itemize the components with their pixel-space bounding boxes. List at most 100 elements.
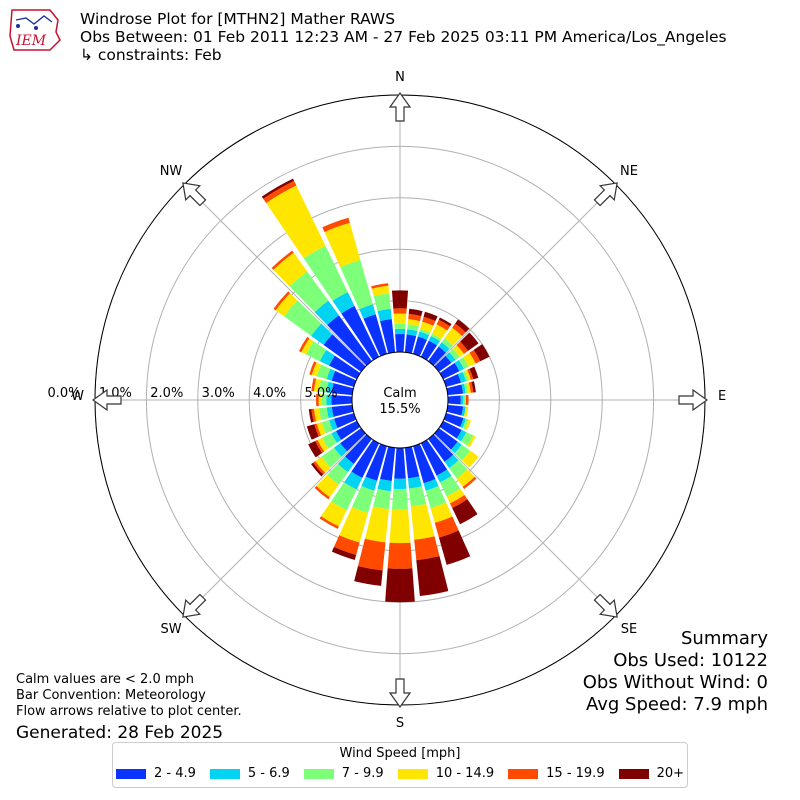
calm-value: 15.5% [379, 402, 420, 417]
legend-item: 20+ [618, 766, 684, 781]
legend-label: 15 - 19.9 [546, 766, 605, 781]
flow-arrow-icon [182, 593, 207, 618]
legend-item: 15 - 19.9 [508, 766, 605, 781]
wind-bar-segment [337, 456, 354, 473]
wind-bar-segment [443, 374, 462, 387]
wind-bar-segment [445, 352, 456, 363]
wind-bar-segment [446, 404, 464, 416]
wind-bar-segment [316, 474, 339, 498]
wind-bar-segment [316, 422, 326, 436]
wind-bar-segment [416, 556, 449, 597]
wind-bar-segment [461, 383, 466, 394]
wind-bar-segment [462, 370, 469, 382]
wind-bar-segment [283, 300, 322, 336]
wind-bar-segment [305, 341, 327, 362]
wind-bar-segment [413, 336, 428, 357]
wind-bar-segment [441, 338, 454, 350]
wind-bar-segment [319, 380, 329, 393]
wind-bar-segment [340, 259, 373, 310]
wind-bar-segment [351, 439, 380, 478]
radial-tick-label: 3.0% [202, 386, 235, 401]
wind-bar-segment [423, 311, 438, 322]
wind-bar-segment [471, 381, 476, 393]
wind-bar-segment [444, 327, 463, 346]
legend-swatch [303, 768, 334, 779]
wind-bar-segment [430, 333, 442, 342]
legend-item: 2 - 4.9 [115, 766, 196, 781]
flow-note: Flow arrows relative to plot center. [16, 704, 242, 719]
wind-bar-segment [314, 300, 339, 326]
wind-bar-segment [457, 371, 466, 383]
wind-bar-segment [326, 394, 332, 406]
wind-bar-segment [308, 441, 323, 458]
wind-bar-segment [380, 319, 396, 354]
wind-bar-segment [439, 362, 460, 380]
direction-label: NE [620, 164, 638, 179]
wind-bar-segment [446, 384, 464, 396]
wind-bar-segment [414, 536, 440, 561]
wind-bar-segment [406, 329, 418, 337]
wind-bar-segment [311, 408, 317, 422]
notes: Calm values are < 2.0 mph Bar Convention… [16, 672, 242, 744]
wind-bar-segment [434, 428, 458, 450]
page-title: Windrose Plot for [MTHN2] Mather RAWS [80, 10, 396, 28]
wind-bar-segment [464, 369, 471, 381]
wind-bar-segment [326, 381, 334, 394]
wind-bar-segment [387, 542, 413, 569]
wind-bar-segment [456, 469, 475, 487]
wind-bar-segment [465, 394, 469, 406]
wind-bar-segment [331, 546, 357, 560]
wind-bar-segment [303, 245, 348, 301]
wind-bar-segment [273, 291, 291, 311]
wind-bar-segment [298, 336, 310, 353]
wind-bar-segment [404, 334, 417, 354]
wind-bar-segment [428, 434, 454, 462]
direction-label: N [395, 70, 405, 85]
wind-bar-segment [439, 475, 461, 497]
wind-bar-segment [377, 308, 392, 322]
legend-item: 7 - 9.9 [303, 766, 384, 781]
wind-bar-segment [275, 293, 298, 317]
wind-bar-segment [408, 313, 422, 322]
wind-bar-segment [309, 361, 317, 376]
wind-bar-segment [315, 439, 325, 453]
wind-bar-segment [361, 476, 378, 491]
direction-label: SE [621, 622, 637, 637]
wind-bar-segment [450, 441, 462, 454]
wind-bar-segment [373, 488, 391, 510]
flow-arrow-icon [182, 182, 207, 207]
wind-bar-segment [373, 293, 391, 312]
direction-label: S [396, 716, 404, 731]
wind-bar-segment [319, 407, 329, 420]
wind-bar-segment [333, 535, 360, 555]
wind-bar-segment [432, 324, 448, 340]
wind-bar-segment [329, 355, 361, 380]
wind-bar-segment [306, 424, 319, 440]
flow-arrow-icon [593, 182, 618, 207]
wind-bar-segment [316, 393, 319, 407]
wind-bar-segment [263, 180, 297, 204]
wind-bar-segment [394, 328, 406, 335]
constraints-text: ↳ constraints: Feb [80, 46, 222, 64]
wind-bar-segment [407, 324, 419, 332]
wind-bar-segment [469, 366, 479, 380]
legend-swatch [397, 768, 428, 779]
wind-bar-segment [449, 494, 468, 509]
wind-bar-segment [462, 476, 477, 489]
direction-label: E [718, 389, 726, 404]
radial-tick-label: 5.0% [304, 386, 337, 401]
wind-bar-segment [413, 443, 436, 484]
summary-obs-without-wind: Obs Without Wind: 0 [582, 672, 768, 693]
wind-bar-segment [271, 250, 294, 270]
grid-spoke [183, 433, 367, 617]
wind-bar-segment [321, 501, 347, 527]
wind-bar-segment [434, 355, 452, 372]
wind-bar-segment [407, 319, 420, 327]
wind-bar-segment [331, 370, 357, 387]
grid-spoke [433, 183, 617, 367]
wind-bar-segment [417, 331, 430, 340]
wind-bar-segment [332, 291, 355, 314]
wind-bar-segment [319, 516, 339, 529]
radial-tick-label: 0.0% [47, 386, 80, 401]
